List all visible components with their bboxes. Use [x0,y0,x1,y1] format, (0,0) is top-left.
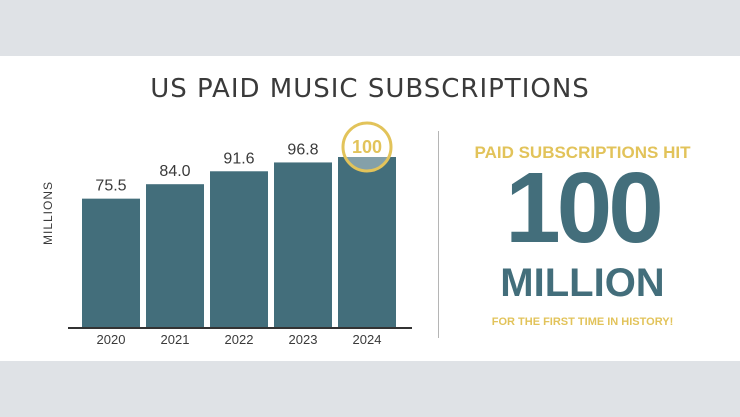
data-label-2024: 100 [352,137,382,157]
x-tick-2020: 2020 [97,332,126,347]
callout-headline: PAID SUBSCRIPTIONS HIT [474,143,691,162]
callout-subline: FOR THE FIRST TIME IN HISTORY! [491,316,674,328]
data-label-2023: 96.8 [287,141,318,158]
x-tick-2024: 2024 [353,332,382,347]
section-divider [438,131,439,338]
callout-unit: MILLION [500,261,665,305]
bar-2023 [274,162,332,327]
highlight-circle [341,121,393,173]
data-label-2020: 75.5 [95,178,126,195]
bar-2021 [146,184,204,327]
callout-big-number: 100 [505,152,664,264]
chart-title: US PAID MUSIC SUBSCRIPTIONS [150,74,590,104]
bar-2022 [210,171,268,327]
data-label-2021: 84.0 [159,163,190,180]
x-tick-2022: 2022 [225,332,254,347]
data-label-2022: 91.6 [223,150,254,167]
x-tick-2021: 2021 [161,332,190,347]
x-tick-2023: 2023 [289,332,318,347]
bar-2020 [82,198,140,327]
bar-2024 [338,157,396,327]
y-axis-label: MILLIONS [41,181,55,245]
